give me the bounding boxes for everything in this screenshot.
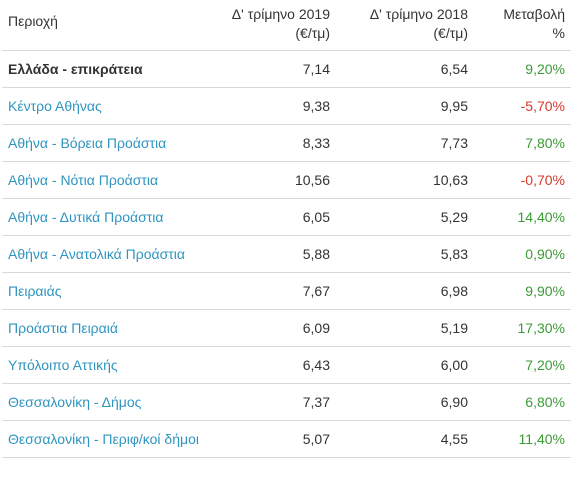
- q2019-cell: 8,33: [213, 124, 336, 162]
- region-link[interactable]: Θεσσαλονίκη - Περιφ/κοί δήμοι: [2, 420, 213, 458]
- q2018-cell: 10,63: [336, 161, 474, 199]
- q2019-cell: 7,37: [213, 383, 336, 421]
- table-row: Θεσσαλονίκη - Δήμος 7,37 6,90 6,80%: [2, 383, 571, 421]
- table-header-row: Περιοχή Δ' τρίμηνο 2019 (€/τμ) Δ' τρίμηνο…: [2, 0, 571, 51]
- header-q2018[interactable]: Δ' τρίμηνο 2018 (€/τμ): [336, 0, 474, 51]
- rent-price-table: Περιοχή Δ' τρίμηνο 2019 (€/τμ) Δ' τρίμηνο…: [2, 0, 571, 458]
- q2018-cell: 6,54: [336, 50, 474, 88]
- q2018-cell: 5,19: [336, 309, 474, 347]
- region-link[interactable]: Αθήνα - Βόρεια Προάστια: [2, 124, 213, 162]
- region-link[interactable]: Θεσσαλονίκη - Δήμος: [2, 383, 213, 421]
- table-row: Αθήνα - Ανατολικά Προάστια 5,88 5,83 0,9…: [2, 235, 571, 273]
- q2019-cell: 7,14: [213, 50, 336, 88]
- change-cell: 0,90%: [474, 235, 571, 273]
- q2019-cell: 6,09: [213, 309, 336, 347]
- region-link[interactable]: Κέντρο Αθήνας: [2, 87, 213, 125]
- table-row: Προάστια Πειραιά 6,09 5,19 17,30%: [2, 309, 571, 347]
- table-row: Αθήνα - Νότια Προάστια 10,56 10,63 -0,70…: [2, 161, 571, 199]
- q2018-cell: 6,98: [336, 272, 474, 310]
- change-cell: 9,20%: [474, 50, 571, 88]
- table-row: Πειραιάς 7,67 6,98 9,90%: [2, 272, 571, 310]
- header-region[interactable]: Περιοχή: [2, 0, 213, 51]
- header-change[interactable]: Μεταβολή%: [474, 0, 571, 51]
- region-link[interactable]: Υπόλοιπο Αττικής: [2, 346, 213, 384]
- change-cell: -5,70%: [474, 87, 571, 125]
- table-row: Αθήνα - Βόρεια Προάστια 8,33 7,73 7,80%: [2, 124, 571, 162]
- q2019-cell: 7,67: [213, 272, 336, 310]
- q2019-cell: 9,38: [213, 87, 336, 125]
- table-row: Αθήνα - Δυτικά Προάστια 6,05 5,29 14,40%: [2, 198, 571, 236]
- table-row: Κέντρο Αθήνας 9,38 9,95 -5,70%: [2, 87, 571, 125]
- change-cell: 6,80%: [474, 383, 571, 421]
- change-cell: 7,20%: [474, 346, 571, 384]
- q2018-cell: 5,83: [336, 235, 474, 273]
- region-link[interactable]: Πειραιάς: [2, 272, 213, 310]
- change-cell: 7,80%: [474, 124, 571, 162]
- q2019-cell: 5,88: [213, 235, 336, 273]
- change-cell: 11,40%: [474, 420, 571, 458]
- q2018-cell: 6,00: [336, 346, 474, 384]
- change-cell: 9,90%: [474, 272, 571, 310]
- table-row: Υπόλοιπο Αττικής 6,43 6,00 7,20%: [2, 346, 571, 384]
- change-cell: -0,70%: [474, 161, 571, 199]
- q2018-cell: 9,95: [336, 87, 474, 125]
- q2019-cell: 10,56: [213, 161, 336, 199]
- q2018-cell: 4,55: [336, 420, 474, 458]
- q2018-cell: 7,73: [336, 124, 474, 162]
- q2018-cell: 6,90: [336, 383, 474, 421]
- table-row: Ελλάδα - επικράτεια 7,14 6,54 9,20%: [2, 50, 571, 88]
- region-link[interactable]: Αθήνα - Νότια Προάστια: [2, 161, 213, 199]
- header-q2019[interactable]: Δ' τρίμηνο 2019 (€/τμ): [213, 0, 336, 51]
- change-cell: 14,40%: [474, 198, 571, 236]
- q2019-cell: 6,43: [213, 346, 336, 384]
- region-link[interactable]: Αθήνα - Ανατολικά Προάστια: [2, 235, 213, 273]
- region-link[interactable]: Αθήνα - Δυτικά Προάστια: [2, 198, 213, 236]
- q2018-cell: 5,29: [336, 198, 474, 236]
- q2019-cell: 5,07: [213, 420, 336, 458]
- table-row: Θεσσαλονίκη - Περιφ/κοί δήμοι 5,07 4,55 …: [2, 420, 571, 458]
- change-cell: 17,30%: [474, 309, 571, 347]
- region-link[interactable]: Προάστια Πειραιά: [2, 309, 213, 347]
- region-cell: Ελλάδα - επικράτεια: [2, 50, 213, 88]
- q2019-cell: 6,05: [213, 198, 336, 236]
